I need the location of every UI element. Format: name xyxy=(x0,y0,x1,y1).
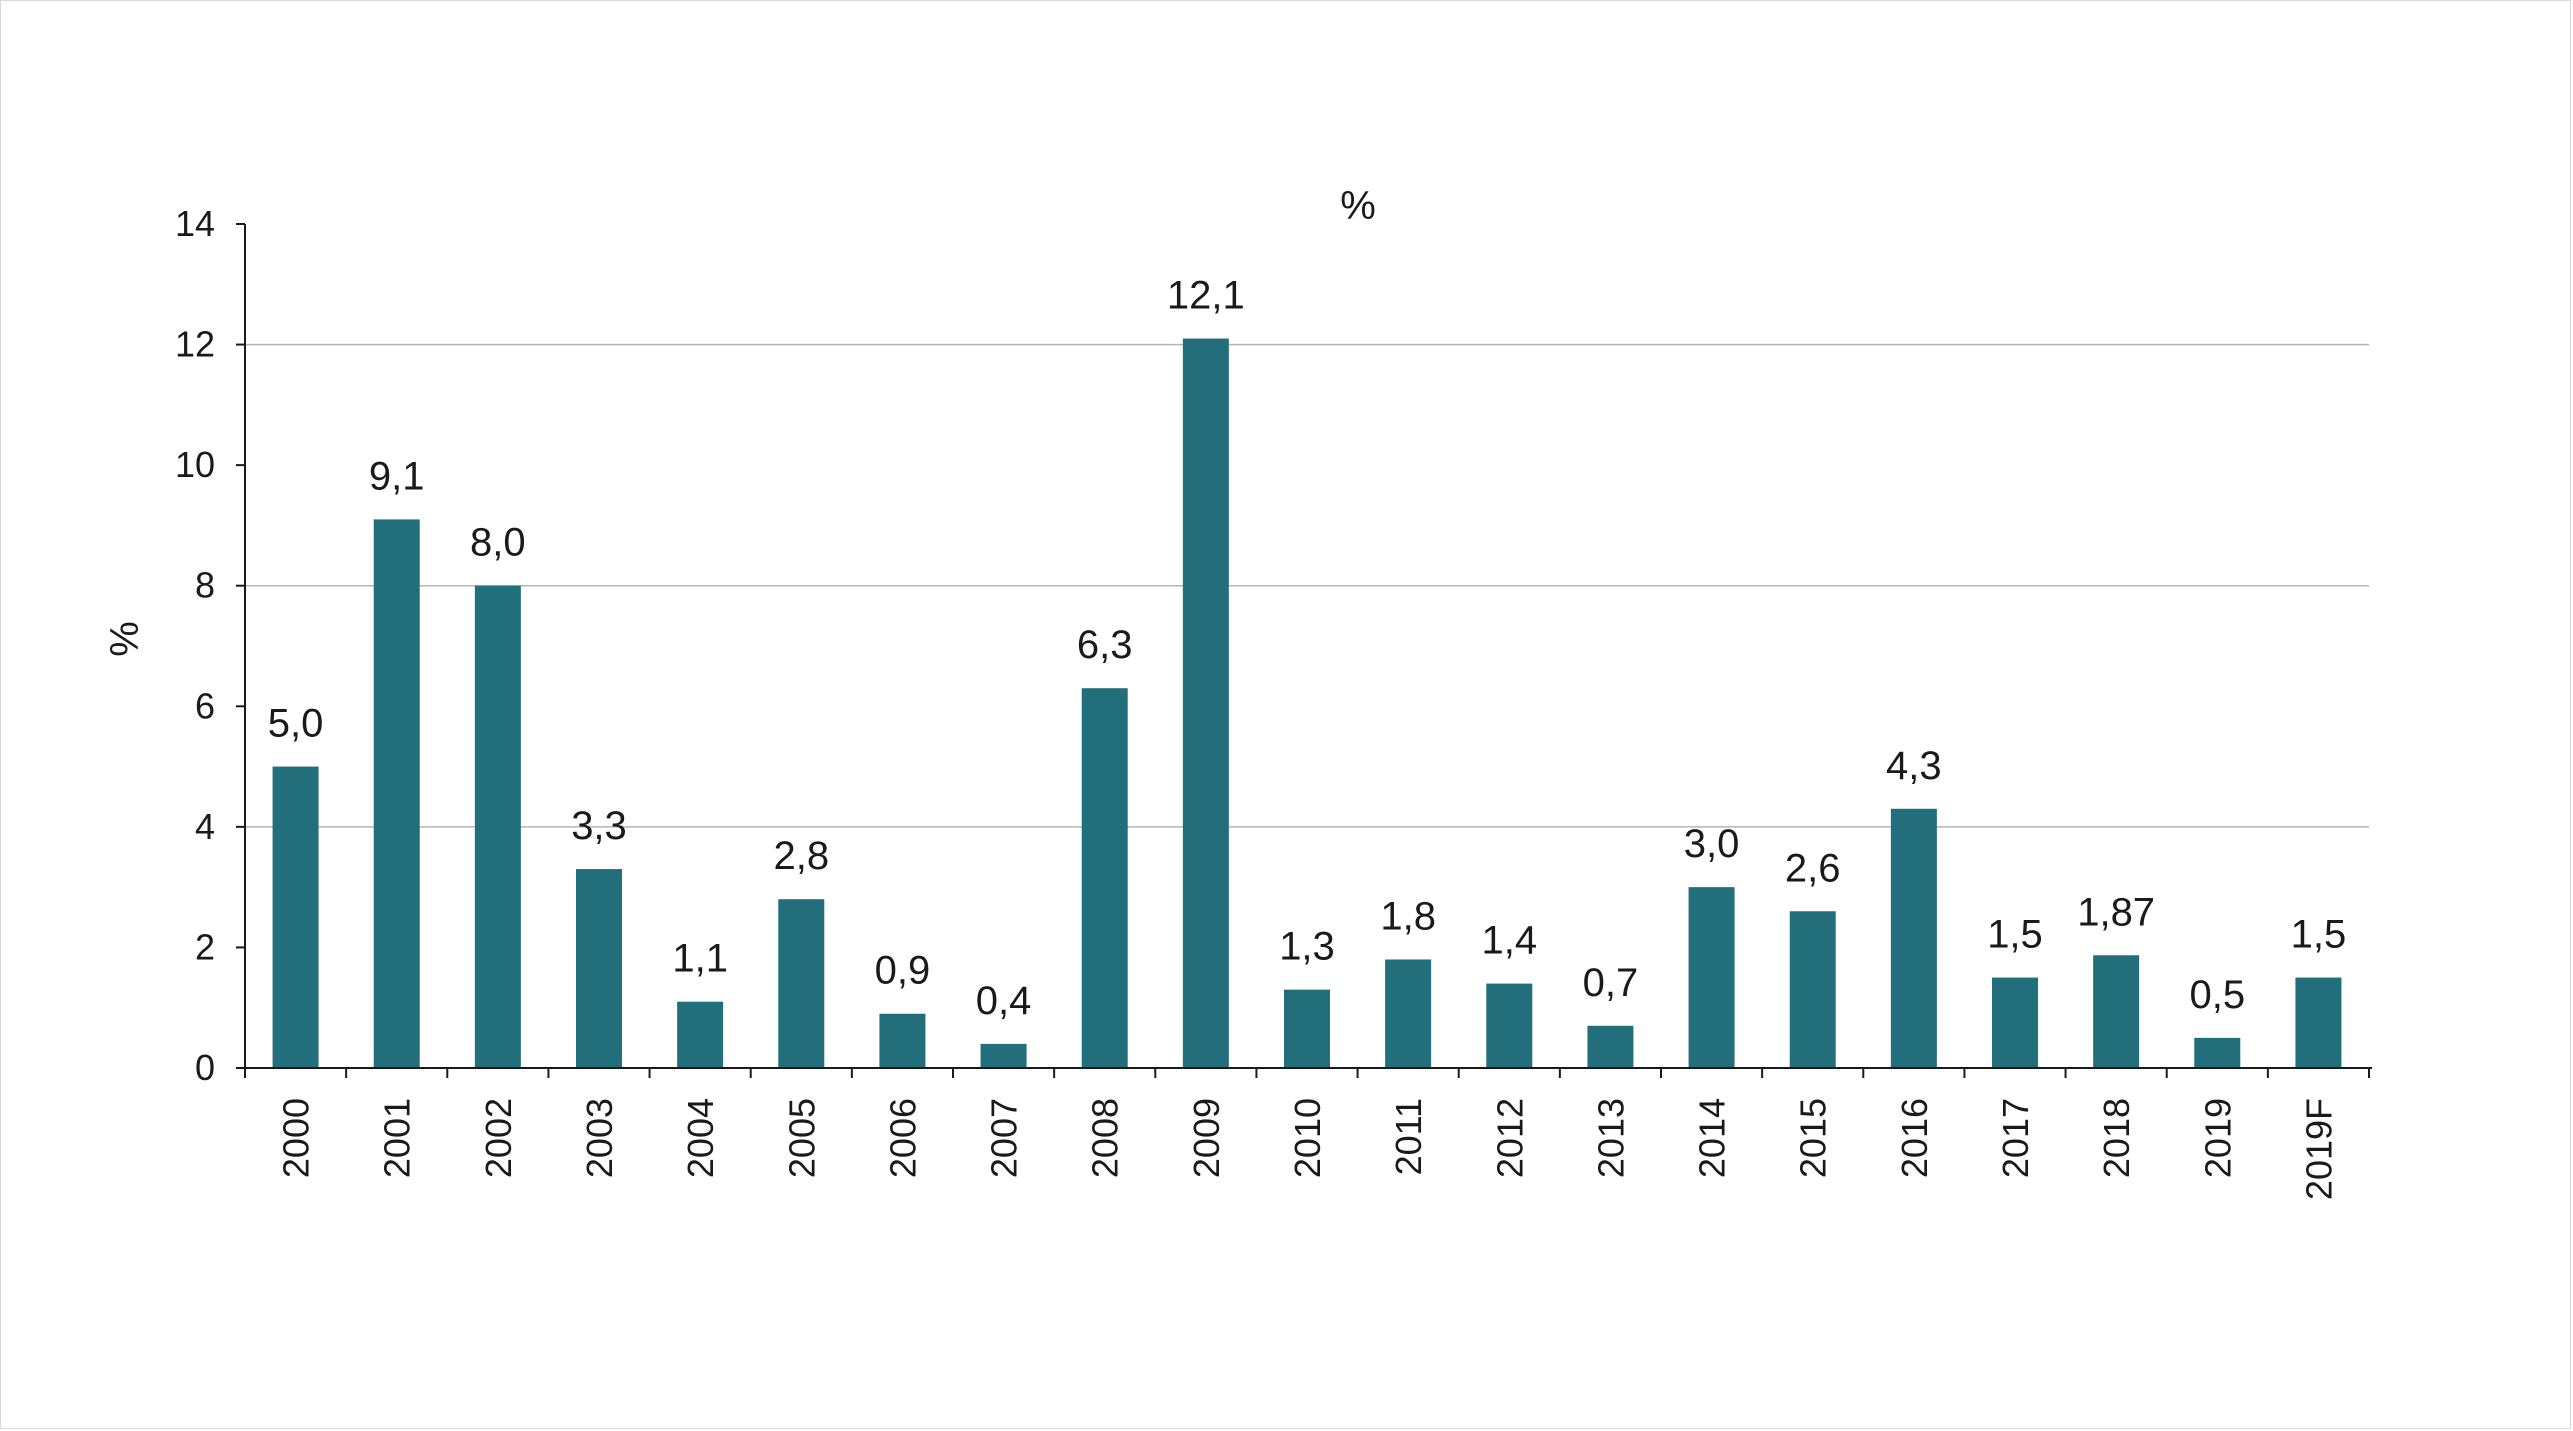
data-label-2003: 3,3 xyxy=(571,804,627,848)
x-tick-label-2019: 2019 xyxy=(2197,1098,2238,1178)
data-label-2000: 5,0 xyxy=(268,702,324,746)
x-tick-label-2009: 2009 xyxy=(1186,1098,1227,1178)
x-tick-label-2005: 2005 xyxy=(781,1098,822,1178)
x-tick-label-2008: 2008 xyxy=(1085,1098,1126,1178)
data-label-2012: 1,4 xyxy=(1481,919,1537,963)
y-tick-label-6: 6 xyxy=(195,685,215,726)
data-label-2019: 0,5 xyxy=(2189,973,2245,1017)
data-label-2009: 12,1 xyxy=(1167,274,1245,318)
x-tick-label-2011: 2011 xyxy=(1388,1098,1429,1175)
bar-2005 xyxy=(778,899,825,1068)
bar-2006 xyxy=(879,1013,926,1068)
bars xyxy=(272,338,2342,1068)
x-tick-label-2017: 2017 xyxy=(1995,1098,2036,1178)
y-tick-label-4: 4 xyxy=(195,806,215,847)
data-label-2013: 0,7 xyxy=(1583,961,1639,1005)
data-label-2015: 2,6 xyxy=(1785,846,1841,890)
data-label-2018: 1,87 xyxy=(2077,890,2155,934)
data-label-2007: 0,4 xyxy=(976,979,1032,1023)
bar-2001 xyxy=(373,519,420,1068)
data-label-2014: 3,0 xyxy=(1684,822,1740,866)
x-tick-label-2002: 2002 xyxy=(478,1098,519,1178)
data-labels: 5,0 9,1 8,0 3,3 1,1 2,8 0,9 0,4 6,3 12,1 1,3 1,8 1,4… xyxy=(268,274,2346,1023)
data-label-2004: 1,1 xyxy=(672,937,728,981)
bar-2002 xyxy=(474,585,521,1068)
y-tick-label-10: 10 xyxy=(175,444,215,485)
bar-2007 xyxy=(980,1043,1027,1068)
x-tick-label-2003: 2003 xyxy=(579,1098,620,1178)
x-tick-label-2013: 2013 xyxy=(1590,1098,1631,1178)
bar-2017 xyxy=(1992,977,2038,1068)
bar-2003 xyxy=(576,869,622,1068)
bar-2014 xyxy=(1688,887,1735,1068)
bar-2013 xyxy=(1587,1025,1634,1068)
bar-2019F xyxy=(2295,977,2342,1068)
y-tick-label-12: 12 xyxy=(175,324,215,365)
y-tick-label-0: 0 xyxy=(195,1047,215,1088)
bar-2010 xyxy=(1284,989,1330,1068)
bar-2011 xyxy=(1385,959,1432,1068)
data-label-2016: 4,3 xyxy=(1886,744,1942,788)
data-label-2002: 8,0 xyxy=(470,521,526,565)
bar-2016 xyxy=(1890,808,1937,1068)
data-label-2017: 1,5 xyxy=(1987,913,2043,957)
x-tick-labels: 2000 2001 2002 2003 2004 2005 2006 2007 2008 2009… xyxy=(276,1098,2340,1200)
x-tick-label-2001: 2001 xyxy=(377,1098,418,1178)
bar-2015 xyxy=(1789,911,1836,1068)
x-tick-label-2014: 2014 xyxy=(1692,1098,1733,1178)
bar-2012 xyxy=(1486,983,1533,1068)
data-label-2001: 9,1 xyxy=(369,454,425,498)
bar-2009 xyxy=(1182,338,1229,1068)
x-tick-label-2019F: 2019F xyxy=(2298,1098,2339,1200)
data-label-2011: 1,8 xyxy=(1380,894,1436,938)
y-tick-labels: 0 2 4 6 8 10 12 14 xyxy=(175,203,215,1088)
x-tick-label-2007: 2007 xyxy=(984,1098,1025,1178)
x-tick-label-2018: 2018 xyxy=(2096,1098,2137,1178)
x-tick-label-2004: 2004 xyxy=(680,1098,721,1178)
chart-title: % xyxy=(1340,184,1376,228)
bar-2018 xyxy=(2093,955,2140,1068)
gridlines xyxy=(245,343,2369,828)
data-label-2008: 6,3 xyxy=(1077,623,1133,667)
axes xyxy=(236,223,2372,1078)
y-tick-label-8: 8 xyxy=(195,565,215,606)
bar-2000 xyxy=(272,766,319,1068)
x-tick-label-2000: 2000 xyxy=(276,1098,317,1178)
bar-2004 xyxy=(677,1001,724,1068)
x-tick-label-2015: 2015 xyxy=(1793,1098,1834,1178)
y-tick-label-14: 14 xyxy=(175,203,215,244)
bar-2019 xyxy=(2194,1037,2241,1068)
y-tick-label-2: 2 xyxy=(195,926,215,967)
data-label-2019F: 1,5 xyxy=(2291,913,2347,957)
y-axis-title: % xyxy=(103,621,147,657)
x-tick-label-2012: 2012 xyxy=(1489,1098,1530,1178)
x-tick-label-2016: 2016 xyxy=(1894,1098,1935,1178)
x-tick-label-2006: 2006 xyxy=(882,1098,923,1178)
data-label-2005: 2,8 xyxy=(773,834,829,878)
x-tick-label-2010: 2010 xyxy=(1287,1098,1328,1178)
data-label-2010: 1,3 xyxy=(1279,925,1335,969)
bar-2008 xyxy=(1081,688,1128,1068)
data-label-2006: 0,9 xyxy=(875,949,931,993)
